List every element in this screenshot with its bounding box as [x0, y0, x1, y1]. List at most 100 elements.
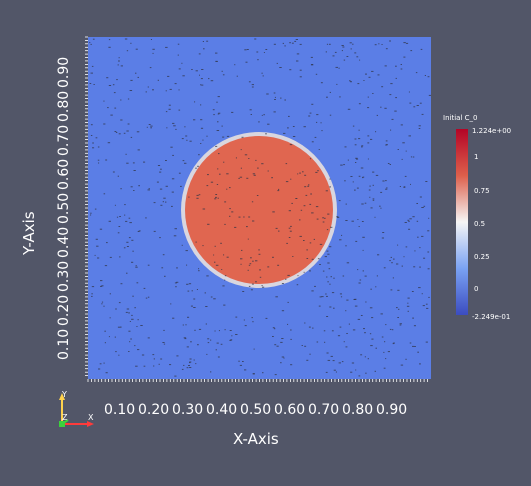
- field-speckle: [137, 76, 139, 78]
- field-speckle: [208, 78, 210, 80]
- field-speckle: [124, 38, 128, 40]
- field-speckle: [346, 299, 349, 301]
- field-speckle: [217, 168, 219, 170]
- field-speckle: [187, 290, 190, 292]
- field-speckle: [376, 275, 378, 277]
- field-speckle: [314, 285, 316, 287]
- field-speckle: [218, 153, 220, 155]
- field-speckle: [320, 82, 323, 84]
- field-speckle: [198, 328, 202, 330]
- field-speckle: [107, 142, 111, 144]
- field-speckle: [109, 293, 111, 295]
- field-speckle: [385, 324, 387, 326]
- field-speckle: [126, 246, 129, 247]
- field-speckle: [106, 77, 109, 79]
- field-speckle: [229, 339, 232, 341]
- field-speckle: [397, 149, 399, 150]
- field-speckle: [407, 297, 410, 299]
- field-speckle: [262, 75, 264, 77]
- field-speckle: [274, 344, 277, 346]
- field-speckle: [333, 277, 335, 279]
- field-speckle: [426, 307, 429, 309]
- field-speckle: [275, 296, 278, 298]
- field-speckle: [330, 226, 333, 228]
- field-speckle: [249, 263, 252, 265]
- field-speckle: [185, 135, 188, 137]
- field-speckle: [289, 69, 292, 71]
- field-speckle: [408, 135, 411, 137]
- field-speckle: [143, 287, 146, 289]
- field-speckle: [290, 178, 292, 180]
- field-speckle: [421, 235, 424, 237]
- field-speckle: [356, 158, 359, 160]
- y-tick-label-6: 0.70: [56, 125, 72, 156]
- field-speckle: [165, 90, 167, 92]
- field-speckle: [335, 371, 337, 373]
- field-speckle: [299, 43, 302, 45]
- field-speckle: [175, 286, 177, 288]
- field-speckle: [234, 64, 236, 66]
- field-speckle: [360, 315, 363, 316]
- field-speckle: [239, 176, 243, 178]
- field-speckle: [273, 92, 276, 94]
- field-speckle: [340, 164, 343, 166]
- field-speckle: [189, 140, 192, 142]
- field-speckle: [381, 86, 384, 88]
- field-speckle: [160, 358, 163, 360]
- field-speckle: [184, 162, 187, 164]
- field-speckle: [361, 203, 364, 205]
- field-speckle: [243, 216, 245, 218]
- field-speckle: [327, 281, 329, 283]
- field-speckle: [403, 42, 406, 44]
- field-speckle: [174, 375, 177, 377]
- field-speckle: [285, 181, 289, 183]
- field-speckle: [92, 38, 95, 40]
- field-speckle: [410, 156, 412, 158]
- field-speckle: [377, 74, 380, 76]
- field-speckle: [299, 69, 302, 71]
- field-speckle: [127, 98, 130, 100]
- field-speckle: [246, 49, 249, 50]
- field-speckle: [214, 261, 216, 263]
- field-speckle: [235, 316, 238, 318]
- field-speckle: [163, 343, 166, 345]
- field-speckle: [128, 312, 130, 314]
- field-speckle: [403, 186, 406, 188]
- field-speckle: [290, 364, 293, 366]
- field-speckle: [197, 344, 199, 346]
- field-speckle: [90, 212, 92, 214]
- field-speckle: [180, 185, 182, 187]
- field-speckle: [153, 365, 155, 367]
- field-speckle: [138, 185, 140, 187]
- field-speckle: [253, 373, 255, 375]
- field-speckle: [195, 363, 197, 365]
- field-speckle: [350, 176, 353, 177]
- field-speckle: [216, 342, 219, 344]
- field-speckle: [317, 258, 320, 260]
- field-speckle: [407, 219, 410, 221]
- field-speckle: [182, 324, 184, 326]
- field-speckle: [354, 189, 356, 191]
- field-speckle: [265, 317, 268, 319]
- field-speckle: [378, 43, 380, 45]
- field-speckle: [240, 258, 243, 260]
- field-speckle: [309, 203, 312, 205]
- field-speckle: [210, 296, 213, 298]
- field-speckle: [222, 74, 225, 76]
- field-speckle: [372, 171, 375, 173]
- field-speckle: [182, 75, 185, 77]
- field-speckle: [395, 97, 397, 99]
- field-speckle: [301, 345, 303, 346]
- field-speckle: [177, 54, 179, 56]
- field-speckle: [194, 329, 196, 331]
- field-speckle: [423, 257, 426, 259]
- field-speckle: [126, 272, 128, 274]
- field-speckle: [421, 207, 424, 208]
- field-speckle: [396, 307, 398, 309]
- field-speckle: [124, 204, 126, 206]
- field-speckle: [195, 70, 198, 72]
- field-speckle: [220, 343, 223, 345]
- field-speckle: [193, 307, 196, 308]
